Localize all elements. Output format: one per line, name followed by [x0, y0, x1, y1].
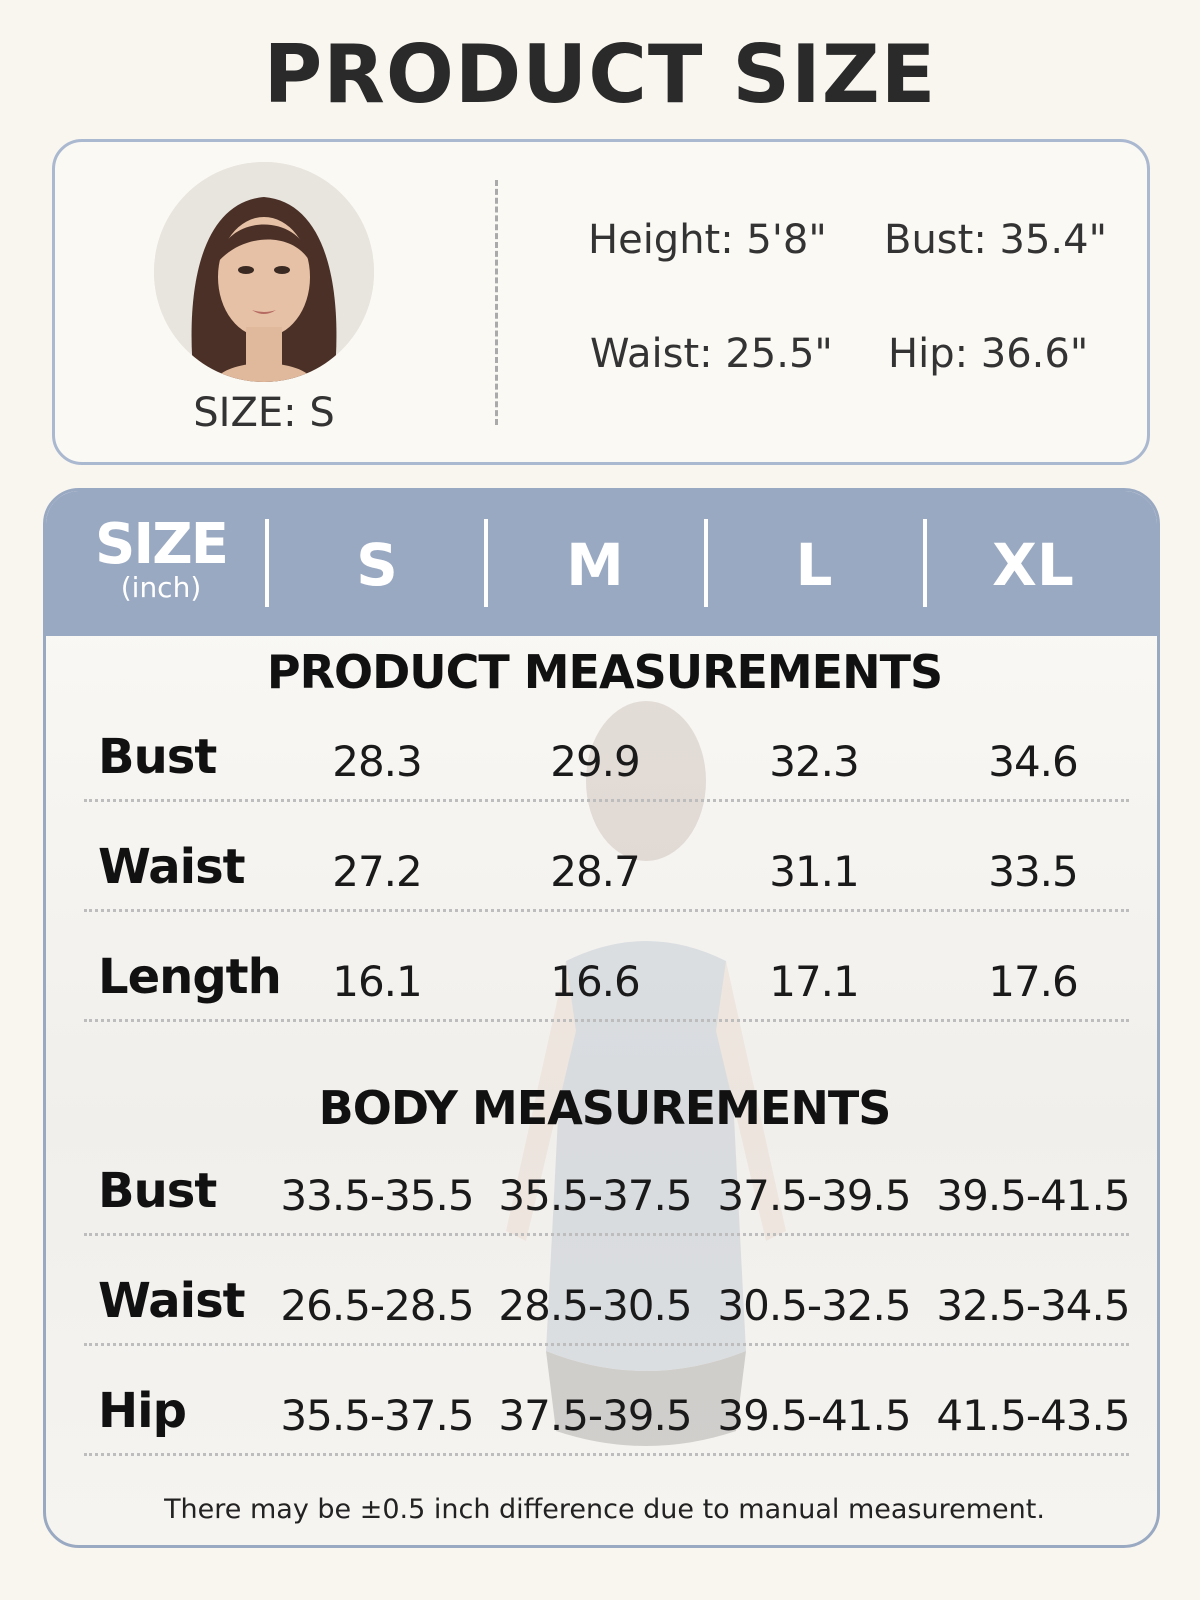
body-cell: 30.5-32.5	[717, 1281, 911, 1330]
row-divider	[84, 799, 1129, 802]
measurement-note: There may be ±0.5 inch difference due to…	[164, 1494, 1045, 1525]
body-cell: 28.5-30.5	[498, 1281, 692, 1330]
size-column-s: S	[356, 531, 398, 599]
divider	[495, 180, 498, 425]
body-cell: 37.5-39.5	[717, 1171, 911, 1220]
body-cell: 39.5-41.5	[717, 1391, 911, 1440]
column-separator	[484, 519, 488, 607]
product-row-label: Length	[98, 949, 282, 1005]
product-row-label: Waist	[98, 839, 246, 895]
body-cell: 32.5-34.5	[936, 1281, 1130, 1330]
model-height: Height: 5'8"	[588, 217, 827, 263]
model-size-label: SIZE: S	[193, 390, 335, 436]
row-divider	[84, 1343, 1129, 1346]
page-title: PRODUCT SIZE	[263, 28, 937, 121]
product-cell: 33.5	[988, 847, 1079, 896]
product-measurements-title: PRODUCT MEASUREMENTS	[266, 645, 943, 699]
size-column-m: M	[566, 531, 624, 599]
body-cell: 33.5-35.5	[280, 1171, 474, 1220]
product-cell: 31.1	[769, 847, 860, 896]
product-cell: 29.9	[550, 737, 641, 786]
product-cell: 16.1	[332, 957, 423, 1006]
size-chart-table: SIZE (inch) S M L XL PRODUCT MEASUREMENT…	[43, 488, 1160, 1548]
body-cell: 26.5-28.5	[280, 1281, 474, 1330]
body-row-label: Waist	[98, 1273, 246, 1329]
body-cell: 37.5-39.5	[498, 1391, 692, 1440]
model-waist: Waist: 25.5"	[590, 331, 833, 377]
model-hip: Hip: 36.6"	[888, 331, 1089, 377]
product-cell: 17.1	[769, 957, 860, 1006]
row-divider	[84, 1453, 1129, 1456]
body-row-label: Bust	[98, 1163, 217, 1219]
model-avatar	[154, 162, 374, 382]
product-cell: 34.6	[988, 737, 1079, 786]
table-header: SIZE (inch) S M L XL	[46, 491, 1157, 636]
body-row-label: Hip	[98, 1383, 187, 1439]
size-column-l: L	[795, 531, 833, 599]
model-background-image	[506, 701, 786, 1446]
column-separator	[704, 519, 708, 607]
product-cell: 17.6	[988, 957, 1079, 1006]
body-cell: 35.5-37.5	[280, 1391, 474, 1440]
size-header-cell: SIZE (inch)	[61, 517, 261, 603]
product-cell: 28.7	[550, 847, 641, 896]
body-measurements-title: BODY MEASUREMENTS	[318, 1081, 892, 1135]
size-header-label: SIZE	[94, 512, 229, 577]
column-separator	[265, 519, 269, 607]
row-divider	[84, 1233, 1129, 1236]
product-cell: 28.3	[332, 737, 423, 786]
body-cell: 41.5-43.5	[936, 1391, 1130, 1440]
row-divider	[84, 909, 1129, 912]
size-column-xl: XL	[992, 531, 1074, 599]
product-cell: 27.2	[332, 847, 423, 896]
column-separator	[923, 519, 927, 607]
product-row-label: Bust	[98, 729, 217, 785]
model-bust: Bust: 35.4"	[884, 217, 1107, 263]
unit-label: (inch)	[120, 571, 202, 604]
body-cell: 39.5-41.5	[936, 1171, 1130, 1220]
product-cell: 32.3	[769, 737, 860, 786]
body-cell: 35.5-37.5	[498, 1171, 692, 1220]
product-cell: 16.6	[550, 957, 641, 1006]
row-divider	[84, 1019, 1129, 1022]
